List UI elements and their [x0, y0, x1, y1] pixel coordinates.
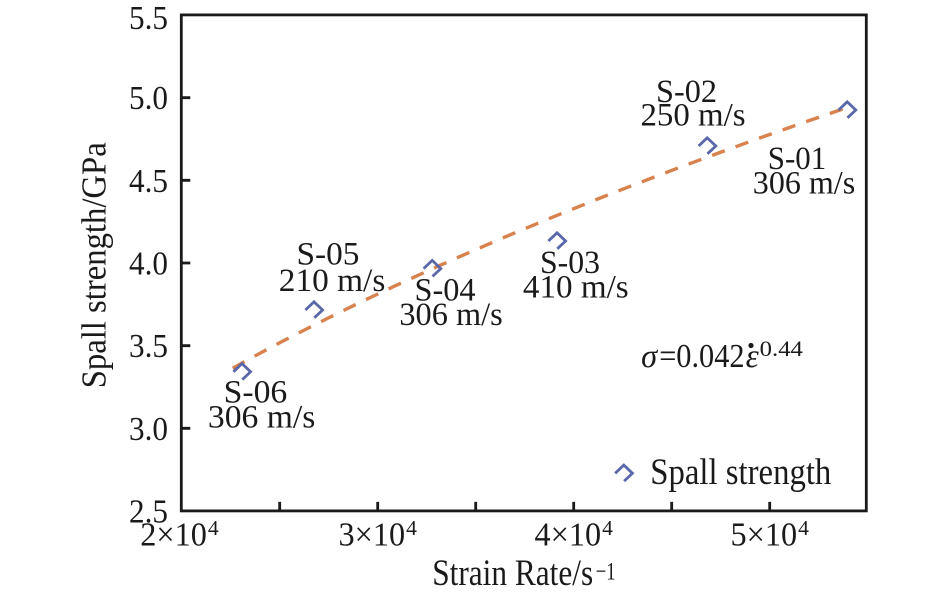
svg-text:2.5: 2.5: [129, 494, 168, 531]
svg-text:S-04: S-04: [415, 272, 476, 308]
svg-text:5.5: 5.5: [129, 0, 168, 37]
svg-text:5×10: 5×10: [731, 517, 798, 554]
svg-text:210 m/s: 210 m/s: [279, 263, 386, 299]
svg-text:3×10: 3×10: [339, 517, 406, 554]
svg-text:Spall strength: Spall strength: [650, 452, 831, 493]
svg-text:S-02: S-02: [656, 74, 717, 110]
svg-text:S-05: S-05: [297, 237, 360, 273]
svg-text:σ: σ: [641, 338, 658, 375]
svg-text:250 m/s: 250 m/s: [641, 97, 746, 133]
svg-text:4: 4: [602, 516, 613, 540]
svg-text:4×10: 4×10: [535, 517, 602, 554]
svg-text:3.0: 3.0: [129, 411, 168, 448]
svg-text:ε: ε: [746, 338, 760, 375]
svg-text:S-01: S-01: [768, 141, 826, 177]
svg-text:4: 4: [798, 516, 809, 540]
svg-text:306 m/s: 306 m/s: [208, 400, 315, 436]
svg-text:3.5: 3.5: [129, 328, 168, 365]
svg-text:4: 4: [406, 516, 417, 540]
svg-text:S-06: S-06: [224, 374, 288, 410]
svg-text:0.44: 0.44: [760, 336, 803, 361]
svg-text:410 m/s: 410 m/s: [523, 270, 629, 306]
svg-text:Spall strength/GPa: Spall strength/GPa: [76, 142, 114, 388]
svg-text:4.5: 4.5: [129, 163, 168, 200]
svg-text:S-03: S-03: [540, 245, 600, 281]
svg-text:−1: −1: [596, 558, 616, 585]
svg-text:Strain Rate/s: Strain Rate/s: [432, 553, 593, 594]
svg-text:4: 4: [208, 516, 219, 540]
svg-text:5.0: 5.0: [129, 80, 168, 117]
svg-text:2×10: 2×10: [140, 517, 207, 554]
svg-text:306 m/s: 306 m/s: [399, 297, 502, 333]
svg-text:4.0: 4.0: [129, 246, 168, 283]
svg-text:=0.042: =0.042: [659, 338, 744, 375]
svg-text:306 m/s: 306 m/s: [753, 165, 855, 201]
